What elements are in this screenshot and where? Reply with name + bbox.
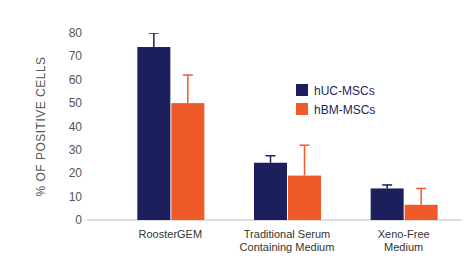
legend-swatch [296,103,308,115]
y-tick-label: 80 [69,26,83,40]
y-tick-label: 30 [69,143,83,157]
y-tick-label: 0 [75,213,82,227]
y-axis-label: % OF POSITIVE CELLS [34,56,48,196]
y-tick-label: 40 [69,120,83,134]
error-line [270,156,272,163]
y-tick [84,33,86,34]
y-tick [84,79,86,80]
bar [254,163,287,220]
chart-container: 0 10 20 30 40 50 60 70 80 % OF POSITIVE CELLS Roos… [0,0,474,264]
x-tick-label-line: Traditional Serum [244,228,330,240]
y-tick [84,220,86,221]
y-tick [84,126,86,127]
y-tick-label: 20 [69,166,83,180]
error-bar [149,33,159,47]
x-tick-label: Traditional SerumContaining Medium [240,228,335,253]
error-bar [416,188,426,204]
y-tick [84,149,86,150]
error-cap [149,33,159,34]
error-line [420,188,422,204]
legend-label: hUC-MSCs [314,84,375,98]
bar [288,176,321,220]
error-bar [300,145,310,175]
bar [137,47,170,220]
error-cap [416,188,426,190]
x-tick-label-line: Medium [384,241,423,253]
bar [405,205,438,220]
legend-label: hBM-MSCs [314,103,375,117]
bar [371,188,404,220]
legend-swatch [296,84,308,96]
error-bar [183,75,193,103]
error-cap [382,184,392,186]
y-tick [84,103,86,104]
bar [171,103,204,220]
error-cap [183,74,193,76]
legend: hUC-MSCs hBM-MSCs [296,84,375,117]
error-bar [266,156,276,163]
y-tick-label: 10 [69,190,83,204]
error-line [304,145,306,175]
chart-svg: 0 10 20 30 40 50 60 70 80 % OF POSITIVE CELLS Roos… [0,0,474,264]
y-tick-label: 70 [69,49,83,63]
error-line [187,75,189,103]
y-tick [84,56,86,57]
y-tick [84,173,86,174]
error-cap [266,155,276,157]
x-tick-label-line: Xeno-Free [378,228,430,240]
x-tick-label: Xeno-FreeMedium [378,228,430,253]
error-bar [382,185,392,189]
x-tick-label: RoosterGEM [139,228,203,240]
error-line [153,33,155,47]
y-tick [84,196,86,197]
y-tick-label: 50 [69,96,83,110]
x-tick-label-line: RoosterGEM [139,228,203,240]
y-tick-label: 60 [69,73,83,87]
error-cap [300,144,310,146]
bars [137,33,437,220]
x-tick-label-line: Containing Medium [240,241,335,253]
